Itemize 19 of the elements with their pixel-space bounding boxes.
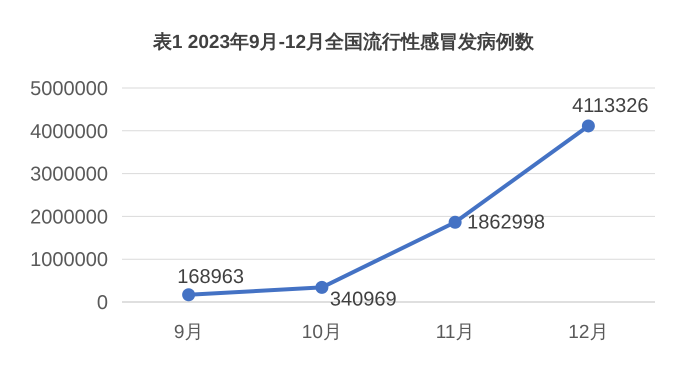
x-tick-label: 12月 bbox=[568, 322, 608, 343]
y-tick-label: 0 bbox=[96, 292, 108, 314]
point bbox=[448, 216, 462, 229]
x-tick-label: 10月 bbox=[302, 322, 342, 343]
y-tick-label: 4000000 bbox=[30, 120, 108, 143]
y-tick-label: 1000000 bbox=[30, 249, 108, 272]
point bbox=[582, 119, 595, 132]
y-tick-label: 3000000 bbox=[30, 164, 108, 186]
point bbox=[182, 288, 196, 302]
chart-title: 表1 2023年9月-12月全国流行性感冒发病例数 bbox=[152, 31, 536, 53]
x-tick-label: 11月 bbox=[436, 322, 474, 343]
x-tick-label: 9月 bbox=[174, 322, 204, 343]
data-label: 1862998 bbox=[467, 211, 545, 234]
point bbox=[315, 280, 328, 294]
y-tick-label: 2000000 bbox=[30, 206, 108, 228]
y-tick-label: 5000000 bbox=[30, 78, 108, 100]
data-label: 4113326 bbox=[572, 94, 649, 117]
data-label: 168963 bbox=[177, 266, 244, 288]
data-label: 340969 bbox=[330, 288, 397, 310]
